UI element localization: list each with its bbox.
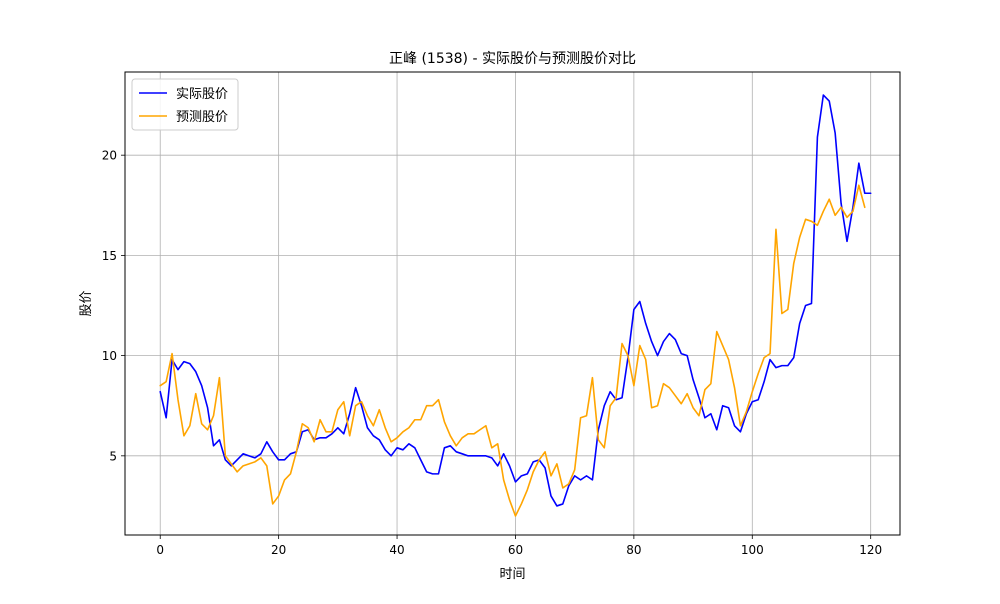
x-tick-label: 0 bbox=[156, 543, 164, 557]
predicted-price-line bbox=[159, 184, 866, 517]
plot-frame bbox=[124, 71, 901, 536]
grid bbox=[125, 72, 900, 535]
series-lines bbox=[159, 94, 872, 517]
y-axis-label: 股价 bbox=[79, 290, 94, 316]
y-tick-label: 5 bbox=[109, 449, 117, 463]
y-tick-label: 20 bbox=[102, 149, 117, 163]
y-tick-label: 10 bbox=[102, 349, 117, 363]
x-tick-label: 40 bbox=[389, 543, 404, 557]
actual-price-line bbox=[159, 94, 872, 507]
y-tick-label: 15 bbox=[102, 249, 117, 263]
legend-label-actual: 实际股价 bbox=[176, 87, 228, 102]
x-tick-label: 120 bbox=[859, 543, 882, 557]
x-tick-label: 60 bbox=[508, 543, 523, 557]
legend-frame bbox=[131, 78, 239, 131]
x-axis-label: 时间 bbox=[499, 567, 525, 582]
x-tick-label: 100 bbox=[741, 543, 764, 557]
x-tick-label: 80 bbox=[626, 543, 641, 557]
x-tick-label: 20 bbox=[271, 543, 286, 557]
legend: 实际股价 预测股价 bbox=[131, 78, 239, 131]
legend-label-predicted: 预测股价 bbox=[176, 110, 228, 125]
chart-title: 正峰 (1538) - 实际股价与预测股价对比 bbox=[389, 51, 636, 67]
axis-ticks: 0 20 40 60 80 100 120 5 10 15 20 bbox=[102, 149, 882, 557]
